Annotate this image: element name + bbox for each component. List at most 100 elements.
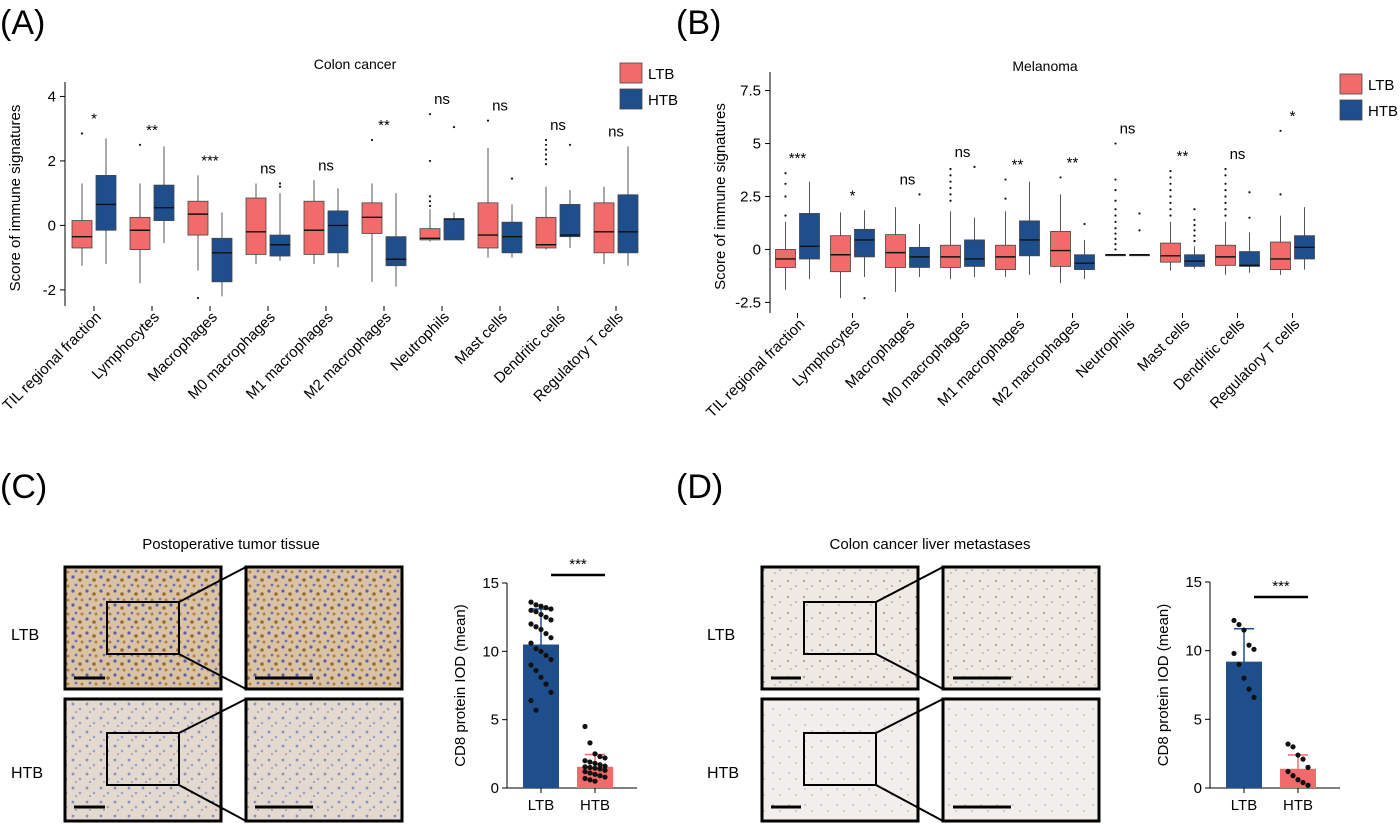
y-axis-label: Score of immune signatures	[7, 105, 24, 292]
significance-label: ns	[608, 123, 624, 140]
outlier-point	[1114, 189, 1117, 192]
outlier-point	[1114, 232, 1117, 235]
outlier-point	[1114, 237, 1117, 240]
data-point	[602, 755, 608, 761]
box-htb	[799, 213, 820, 260]
outlier-point	[1279, 193, 1282, 196]
significance-label: ns	[260, 160, 276, 177]
data-point	[582, 758, 588, 764]
data-point	[592, 765, 598, 771]
outlier-point	[1193, 223, 1196, 227]
outlier-point	[1224, 214, 1227, 217]
data-point	[538, 611, 544, 618]
data-point	[597, 766, 603, 772]
data-point	[528, 607, 534, 613]
outlier-point	[486, 119, 490, 122]
data-point	[1285, 768, 1291, 775]
data-point	[587, 759, 593, 765]
y-axis-label: CD8 protein IOD (mean)	[452, 604, 469, 767]
outlier-point	[1114, 214, 1117, 217]
significance-label: ns	[1120, 121, 1136, 138]
outlier-point	[452, 125, 456, 129]
box-ltb	[593, 202, 615, 254]
data-point	[1290, 744, 1296, 750]
micrograph-htb-overview-c	[63, 697, 223, 823]
data-point	[548, 606, 554, 612]
data-point	[587, 777, 593, 783]
image-title-d: Colon cancer liver metastases	[830, 536, 1031, 553]
y-tick-label: -2.5	[735, 294, 761, 311]
y-tick-label: 0	[753, 241, 761, 258]
micrograph-htb-zoom-d	[875, 697, 1101, 823]
outlier-point	[428, 204, 432, 208]
outlier-point	[1114, 248, 1117, 251]
legend-swatch-htb	[619, 88, 643, 110]
data-point	[1290, 773, 1296, 779]
data-point	[528, 621, 534, 627]
row-label-ltb-d: LTB	[707, 627, 735, 644]
data-point	[538, 674, 544, 680]
outlier-point	[370, 138, 374, 142]
y-tick-label: 4	[48, 88, 56, 105]
outlier-point	[918, 193, 921, 196]
box-ltb	[187, 200, 209, 236]
legend-label: HTB	[648, 92, 678, 109]
data-point	[1241, 627, 1247, 633]
box-htb	[854, 228, 875, 258]
significance-label: **	[378, 117, 390, 134]
y-tick-label: 0	[1194, 780, 1202, 797]
data-point	[1285, 741, 1291, 747]
outlier-point	[949, 174, 952, 177]
box-ltb	[245, 197, 267, 255]
y-tick-label: -2	[43, 282, 56, 299]
legend-swatch-ltb	[619, 62, 643, 84]
box-ltb	[535, 216, 557, 249]
significance-label: ns	[1230, 146, 1246, 163]
outlier-point	[510, 177, 514, 180]
outlier-point	[949, 167, 952, 171]
data-point	[1231, 617, 1237, 624]
outlier-point	[1248, 216, 1251, 219]
micrograph-htb-zoom-c	[178, 697, 404, 823]
box-htb	[443, 218, 465, 241]
legend-swatch-htb	[1339, 99, 1363, 121]
outlier-point	[1224, 201, 1227, 204]
outlier-point	[1248, 191, 1251, 194]
x-tick-label: LTB	[1231, 797, 1257, 814]
significance-label: ns	[492, 98, 508, 115]
legend-label: LTB	[1368, 77, 1394, 94]
data-point	[543, 630, 549, 637]
significance-label: ns	[318, 157, 334, 174]
outlier-point	[1279, 129, 1282, 132]
y-tick-label: 0	[491, 780, 499, 797]
x-tick-label: TIL regional fraction	[703, 316, 808, 421]
image-title-c: Postoperative tumor tissue	[142, 536, 320, 553]
box-htb	[617, 194, 639, 254]
outlier-point	[1114, 227, 1117, 230]
outlier-point	[196, 296, 200, 300]
box-htb	[327, 210, 349, 254]
data-point	[538, 603, 544, 609]
y-tick-label: 7.5	[740, 83, 761, 100]
row-label-htb-c: HTB	[11, 765, 43, 782]
data-point	[1241, 675, 1247, 681]
x-tick-label: LTB	[528, 797, 554, 814]
data-point	[1300, 756, 1306, 762]
y-tick-label: 5	[753, 136, 761, 153]
significance-label: **	[146, 122, 158, 139]
outlier-point	[544, 143, 548, 146]
outlier-point	[1138, 212, 1141, 215]
box-htb	[153, 184, 175, 221]
legend-label: LTB	[648, 66, 674, 83]
box-ltb	[885, 234, 906, 268]
outlier-point	[784, 182, 787, 185]
x-tick-label: HTB	[580, 797, 610, 814]
box-htb	[1019, 220, 1040, 257]
data-point	[1236, 621, 1242, 628]
box-ltb	[1050, 231, 1071, 267]
data-point	[592, 760, 598, 767]
data-point	[597, 753, 603, 760]
outlier-point	[1224, 167, 1227, 171]
outlier-point	[278, 185, 282, 188]
